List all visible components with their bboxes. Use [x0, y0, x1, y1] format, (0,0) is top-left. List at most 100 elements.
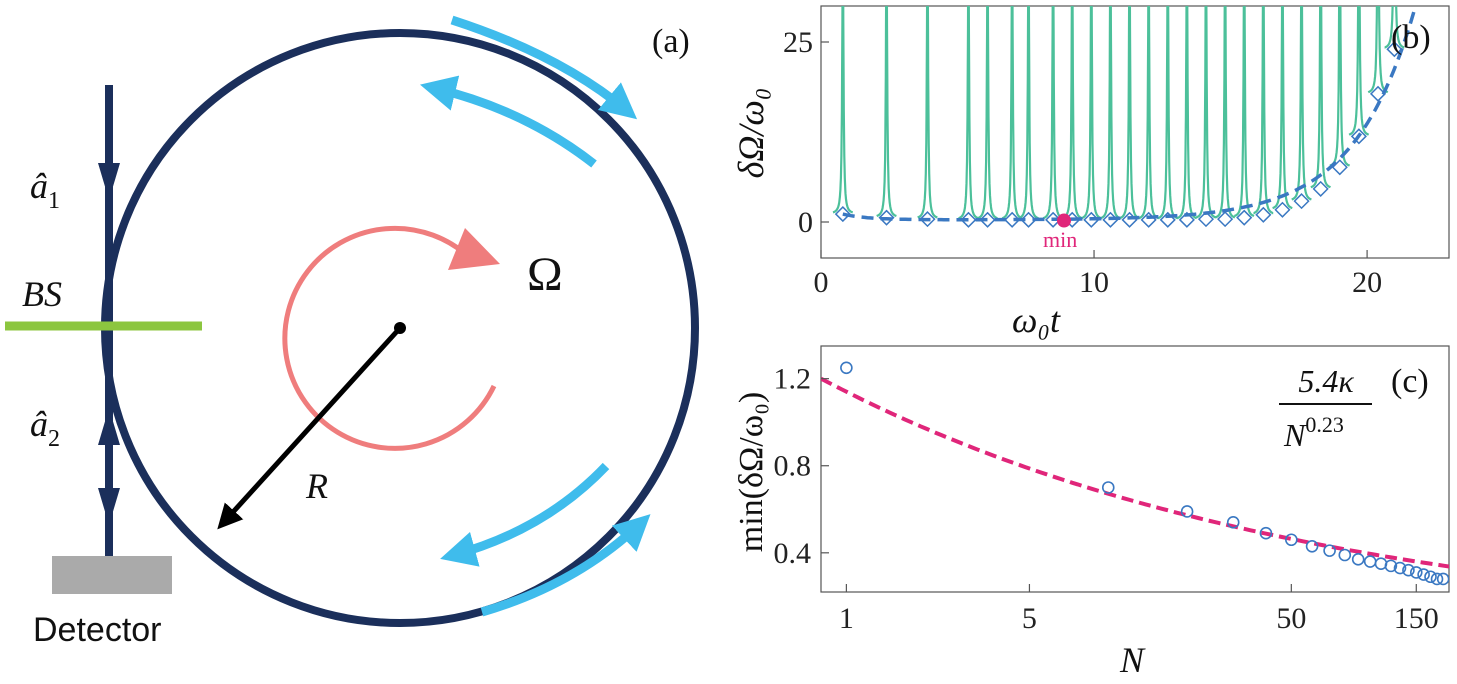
data-point	[1402, 563, 1415, 577]
panel-b-label: (b)	[1391, 19, 1431, 56]
envelope-marker	[1293, 193, 1310, 210]
panel-a-label: (a)	[652, 23, 690, 60]
y-tick-label: 0.4	[774, 537, 812, 570]
envelope-marker	[1159, 211, 1176, 228]
formula-numerator: 5.4κ	[1298, 363, 1354, 399]
resonance-curve	[1384, 6, 1405, 49]
envelope-marker	[878, 209, 895, 226]
detector-label: Detector	[33, 611, 162, 649]
envelope-marker	[919, 211, 936, 228]
envelope-marker	[1255, 206, 1272, 223]
panel-b: 0 10 20 0 25 (b) min δΩ/ω₀ ω₀t	[731, 5, 1450, 340]
panel-c-label: (c)	[1391, 363, 1429, 400]
data-point	[1180, 505, 1194, 518]
data-point	[1101, 481, 1115, 494]
resonance-curve	[1081, 6, 1102, 220]
envelope-marker	[1083, 211, 1100, 228]
envelope-marker	[1121, 211, 1138, 228]
plot-frame-c	[820, 345, 1450, 593]
panel-c: 1 5 50 150 0.4 0.8 1.2 (c) 5.4κ N0.23 min(δΩ/ω…	[733, 345, 1450, 680]
data-point	[1351, 553, 1365, 566]
resonance-curve	[876, 6, 897, 218]
data-point	[1323, 544, 1336, 557]
ccw-arrow-outer-bottom	[480, 514, 651, 617]
envelope-marker	[1350, 128, 1367, 145]
envelope-marker	[1197, 211, 1215, 228]
x-tick-label: 20	[1352, 266, 1382, 299]
resonance-curve	[958, 6, 979, 220]
envelope-marker	[1178, 211, 1195, 228]
x-tick-label: 50	[1276, 602, 1306, 635]
envelope-marker	[1217, 211, 1234, 228]
data-point	[1285, 533, 1298, 547]
envelope-marker	[1020, 211, 1037, 228]
envelope-marker	[1386, 41, 1403, 58]
resonance-curve	[1100, 6, 1121, 220]
envelope-marker	[1274, 201, 1291, 218]
envelope-marker	[1102, 211, 1119, 228]
envelope-marker	[1004, 211, 1021, 228]
ccw-arrow-inner-top	[420, 75, 597, 168]
x-tick-label: 0	[814, 266, 829, 299]
resonance-curve	[1310, 6, 1331, 189]
y-tick-label: 0	[798, 206, 813, 239]
data-point	[1393, 561, 1407, 575]
y-tick-label: 0.8	[774, 450, 812, 483]
data-point	[1305, 539, 1319, 553]
formula-denominator: N0.23	[1283, 412, 1344, 453]
cw-arrow-outer-top	[450, 15, 638, 120]
data-point	[1338, 548, 1352, 562]
y-tick-label: 1.2	[774, 363, 812, 396]
fit-line	[821, 376, 1449, 569]
plot-frame-b	[820, 5, 1450, 259]
panel-c-ylabel: min(δΩ/ω₀)	[733, 392, 770, 553]
radius-arrow	[217, 326, 402, 530]
resonance-curve	[1176, 6, 1198, 220]
resonance-curve	[1272, 6, 1293, 210]
data-point	[1409, 566, 1423, 579]
panel-b-ylabel: δΩ/ω₀	[731, 88, 771, 179]
envelope-marker	[1236, 209, 1253, 226]
rotation-label: Ω	[527, 248, 563, 301]
resonance-curve	[1018, 6, 1039, 220]
down-arrow-icon	[98, 488, 120, 525]
envelope-marker	[1369, 85, 1387, 102]
rotation-arc	[282, 225, 497, 451]
radius-label: R	[305, 466, 328, 506]
detector-box	[52, 556, 172, 594]
resonance-curve	[1233, 6, 1255, 217]
cw-arrow-inner-bottom	[440, 462, 610, 567]
resonance-curve	[1253, 6, 1274, 215]
down-arrow-icon	[98, 163, 120, 200]
resonance-curve	[1195, 6, 1217, 219]
resonance-curve	[1291, 6, 1312, 201]
data-point	[840, 361, 853, 375]
mode-a2-label: â2	[30, 404, 60, 452]
envelope-marker	[834, 206, 851, 223]
panel-b-xlabel: ω₀t	[1012, 300, 1061, 340]
panel-b-min-label: min	[1043, 227, 1077, 252]
data-point	[1417, 568, 1430, 581]
data-point	[1259, 526, 1273, 540]
resonance-curve	[832, 6, 854, 214]
resonance-curve	[1348, 6, 1370, 136]
envelope-marker	[1331, 159, 1348, 176]
data-point	[1436, 572, 1449, 586]
data-point	[1430, 572, 1444, 586]
resonance-curve	[917, 6, 938, 219]
envelope-marker	[1140, 211, 1157, 228]
x-tick-label: 150	[1394, 602, 1439, 635]
min-point	[1057, 213, 1072, 228]
data-point	[1424, 570, 1437, 584]
x-tick-label: 10	[1079, 266, 1109, 299]
envelope-marker	[979, 211, 996, 228]
up-arrow-icon	[98, 408, 120, 445]
envelope-marker	[960, 211, 977, 228]
envelope-marker	[1312, 180, 1329, 197]
panel-c-xlabel: N	[1119, 640, 1146, 680]
data-point	[1384, 559, 1398, 573]
x-tick-label: 1	[839, 602, 854, 635]
resonance-curve	[1214, 6, 1236, 219]
resonance-curve	[977, 6, 998, 220]
